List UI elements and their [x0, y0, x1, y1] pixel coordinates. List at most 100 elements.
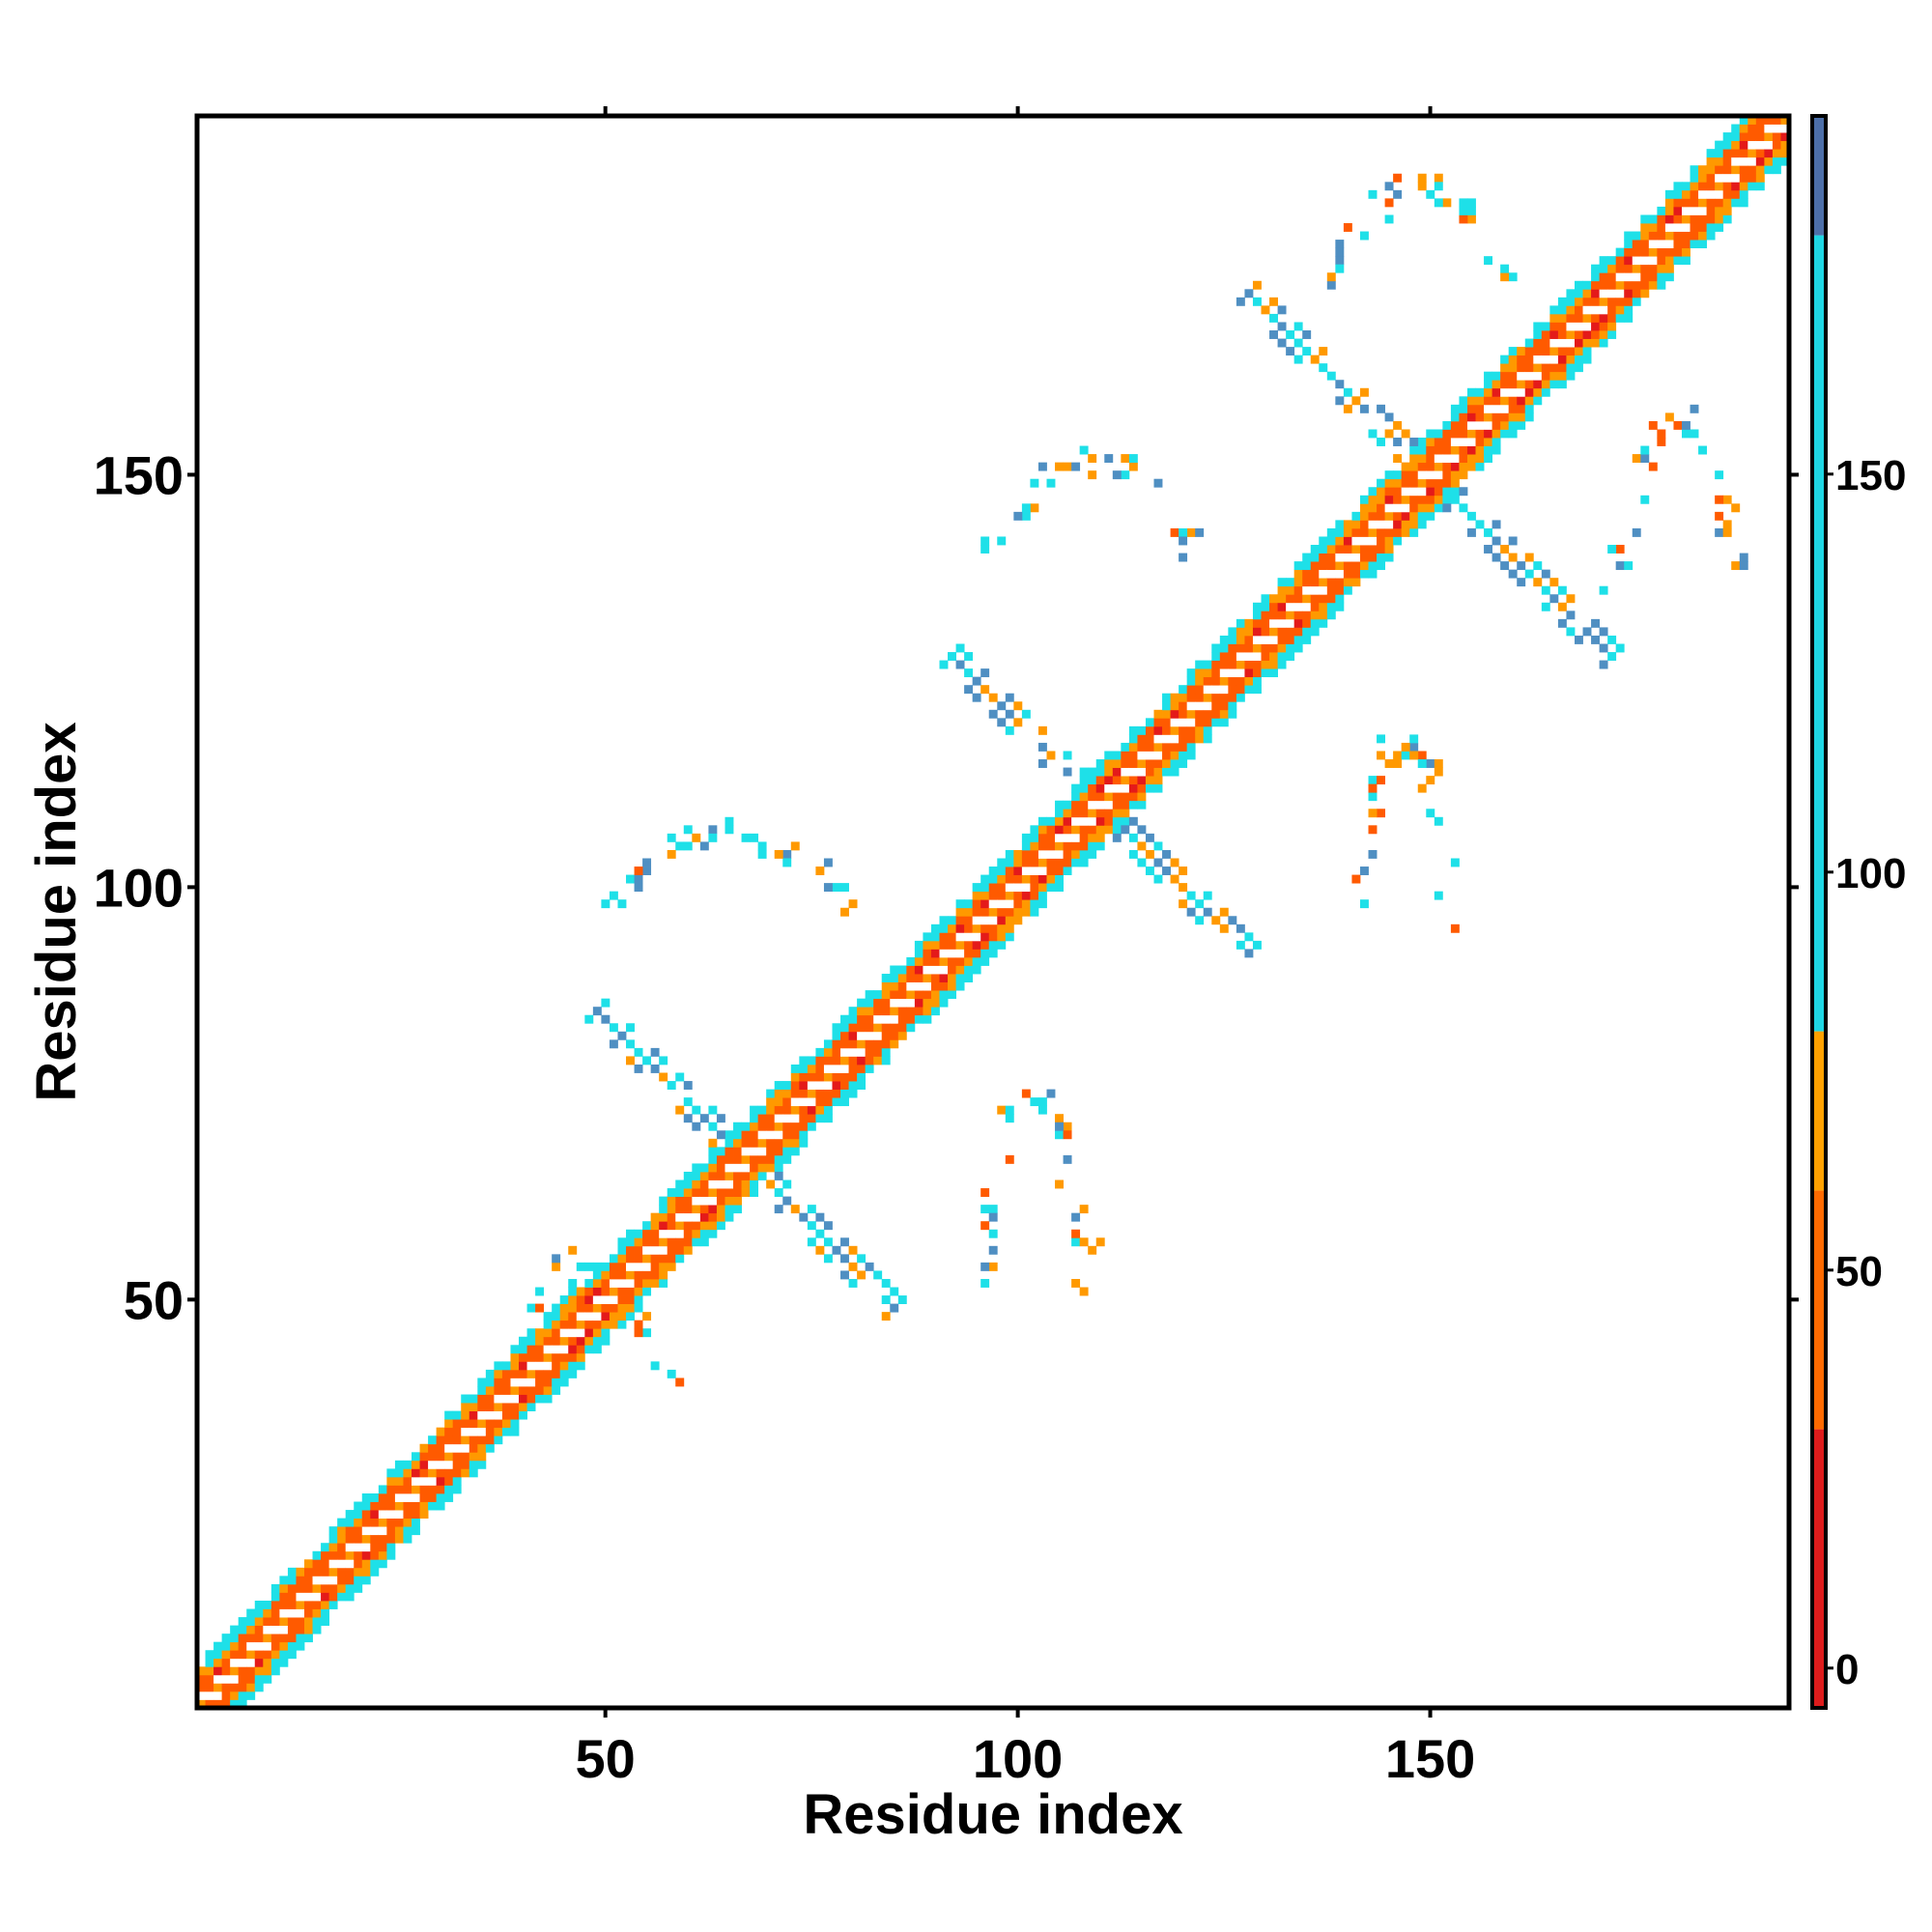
- heatmap-cell: [1377, 734, 1385, 744]
- heatmap-cell: [1121, 825, 1130, 835]
- heatmap-cell: [1615, 264, 1625, 273]
- heatmap-cell: [1186, 709, 1196, 719]
- heatmap-cell: [1319, 536, 1328, 546]
- heatmap-cell: [716, 1188, 725, 1197]
- heatmap-cell: [1359, 511, 1369, 521]
- heatmap-cell: [1013, 858, 1023, 867]
- heatmap-cell: [304, 1608, 313, 1618]
- heatmap-cell: [1071, 1212, 1081, 1222]
- heatmap-cell: [1021, 1089, 1031, 1098]
- heatmap-cell: [634, 1047, 643, 1057]
- heatmap-cell: [1153, 742, 1163, 752]
- heatmap-cell: [857, 1064, 867, 1073]
- heatmap-cell: [939, 916, 949, 925]
- heatmap-cell: [1326, 594, 1336, 604]
- heatmap-cell: [1162, 751, 1171, 760]
- heatmap-cell: [1640, 214, 1650, 224]
- heatmap-cell: [1524, 387, 1534, 397]
- heatmap-cell: [840, 1254, 849, 1264]
- heatmap-cell: [848, 1072, 858, 1082]
- heatmap-cell: [1319, 602, 1328, 611]
- heatmap-cell: [914, 990, 923, 1000]
- heatmap-cell: [337, 1592, 347, 1602]
- heatmap-cell: [1244, 949, 1254, 958]
- heatmap-cell: [296, 1583, 305, 1593]
- heatmap-cell: [552, 1385, 561, 1395]
- heatmap-cell: [955, 916, 965, 925]
- heatmap-cell: [452, 1460, 462, 1469]
- heatmap-cell: [436, 1485, 445, 1494]
- heatmap-cell: [419, 1460, 429, 1469]
- heatmap-cell: [782, 1081, 792, 1090]
- heatmap-cell: [972, 883, 981, 893]
- heatmap-cell: [1293, 635, 1303, 644]
- heatmap-cell: [568, 1328, 578, 1338]
- heatmap-cell: [865, 1031, 874, 1040]
- heatmap-cell: [1186, 734, 1196, 744]
- heatmap-cell: [601, 1262, 611, 1271]
- heatmap-cell: [1286, 635, 1295, 644]
- heatmap-cell: [1384, 412, 1394, 422]
- heatmap-cell: [1377, 545, 1385, 554]
- heatmap-cell: [354, 1567, 363, 1577]
- heatmap-cell: [552, 1303, 561, 1313]
- heatmap-cell: [1624, 297, 1634, 306]
- heatmap-cell: [1755, 165, 1765, 175]
- heatmap-cell: [304, 1576, 313, 1585]
- heatmap-cell: [1095, 1237, 1105, 1247]
- heatmap-cell: [980, 956, 990, 966]
- heatmap-cell: [1055, 874, 1064, 884]
- heatmap-cell: [1450, 420, 1460, 430]
- heatmap-cell: [1492, 445, 1501, 455]
- heatmap-cell: [1319, 569, 1328, 579]
- heatmap-cell: [1277, 660, 1287, 669]
- heatmap-cell: [750, 1188, 759, 1197]
- heatmap-cell: [1095, 783, 1105, 793]
- heatmap-cell: [1698, 445, 1708, 455]
- heatmap-cell: [840, 1056, 849, 1065]
- heatmap-cell: [1442, 470, 1452, 480]
- heatmap-cell: [790, 1105, 800, 1115]
- heatmap-cell: [840, 1031, 849, 1040]
- heatmap-cell: [964, 668, 974, 678]
- heatmap-cell: [997, 718, 1007, 727]
- heatmap-cell: [1450, 454, 1460, 464]
- heatmap-cell: [964, 685, 974, 695]
- heatmap-cell: [1343, 387, 1352, 397]
- heatmap-cell: [1384, 214, 1394, 224]
- heatmap-cell: [1005, 849, 1014, 859]
- heatmap-cell: [428, 1443, 438, 1453]
- heatmap-cell: [370, 1567, 380, 1577]
- heatmap-cell: [1195, 668, 1205, 678]
- heatmap-cell: [972, 907, 981, 917]
- heatmap-cell: [699, 1229, 709, 1238]
- heatmap-cell: [1574, 363, 1583, 373]
- heatmap-cell: [230, 1699, 240, 1709]
- heatmap-cell: [436, 1468, 445, 1478]
- heatmap-cell: [254, 1617, 264, 1627]
- heatmap-cell: [774, 1171, 783, 1180]
- heatmap-cell: [1690, 429, 1699, 439]
- heatmap-cell: [1615, 247, 1625, 257]
- heatmap-cell: [1277, 338, 1287, 348]
- heatmap-cell: [683, 1171, 693, 1180]
- heatmap-cell: [510, 1369, 520, 1378]
- heatmap-cell: [1079, 849, 1089, 859]
- heatmap-cell: [477, 1394, 487, 1404]
- heatmap-cell: [1055, 849, 1064, 859]
- heatmap-cell: [592, 1295, 602, 1304]
- heatmap-cell: [675, 1105, 685, 1115]
- heatmap-cell: [526, 1394, 536, 1404]
- heatmap-cell: [1450, 438, 1460, 446]
- heatmap-cell: [601, 1287, 611, 1296]
- heatmap-cell: [1690, 165, 1699, 175]
- heatmap-cell: [774, 1105, 783, 1115]
- heatmap-cell: [1715, 140, 1724, 150]
- heatmap-cell: [667, 1196, 676, 1206]
- heatmap-cell: [1574, 289, 1583, 298]
- heatmap-cell: [1731, 189, 1741, 199]
- heatmap-cell: [667, 1254, 676, 1264]
- heatmap-cell: [494, 1410, 503, 1420]
- heatmap-cell: [1095, 792, 1105, 802]
- heatmap-cell: [1302, 578, 1312, 587]
